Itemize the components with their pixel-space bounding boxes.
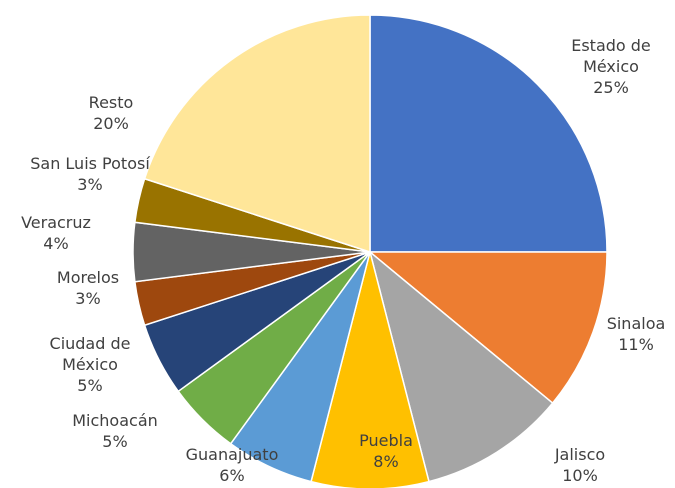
data-label: Sinaloa 11% xyxy=(607,313,666,355)
data-label: Estado de México 25% xyxy=(555,35,667,98)
pie-slice xyxy=(143,14,371,254)
label-value: 6% xyxy=(219,466,245,485)
label-value: 25% xyxy=(593,78,629,97)
pie-slice xyxy=(369,14,608,253)
label-name: Veracruz xyxy=(21,213,91,232)
data-label: Ciudad de México 5% xyxy=(34,333,146,396)
data-label: Guanajuato 6% xyxy=(186,444,279,486)
label-value: 10% xyxy=(562,466,598,485)
pie-slice xyxy=(368,249,554,483)
label-name: Resto xyxy=(88,93,134,112)
data-label: Michoacán 5% xyxy=(72,410,158,452)
label-name: Morelos xyxy=(56,268,120,287)
data-label: Veracruz 4% xyxy=(21,212,91,254)
label-name: Jalisco xyxy=(554,445,606,464)
label-name: Michoacán xyxy=(72,411,158,430)
data-label: Resto 20% xyxy=(89,92,134,134)
label-value: 3% xyxy=(75,289,101,308)
label-value: 8% xyxy=(373,452,399,471)
label-value: 5% xyxy=(102,432,128,451)
pie-slice xyxy=(367,251,608,405)
pie-slice xyxy=(310,251,430,488)
label-value: 11% xyxy=(618,335,654,354)
label-name: San Luis Potosí xyxy=(30,154,150,173)
label-value: 3% xyxy=(77,175,103,194)
data-label: Morelos 3% xyxy=(57,267,119,309)
data-label: Jalisco 10% xyxy=(555,444,605,486)
label-name: Sinaloa xyxy=(606,314,666,333)
data-label: San Luis Potosí 3% xyxy=(30,153,150,195)
label-value: 4% xyxy=(43,234,69,253)
label-name: Guanajuato xyxy=(185,445,279,464)
label-name: Ciudad de México xyxy=(49,334,131,374)
data-label: Puebla 8% xyxy=(359,430,413,472)
label-value: 20% xyxy=(93,114,129,133)
label-name: Estado de México xyxy=(571,36,651,76)
label-value: 5% xyxy=(77,376,103,395)
label-name: Puebla xyxy=(359,431,413,450)
